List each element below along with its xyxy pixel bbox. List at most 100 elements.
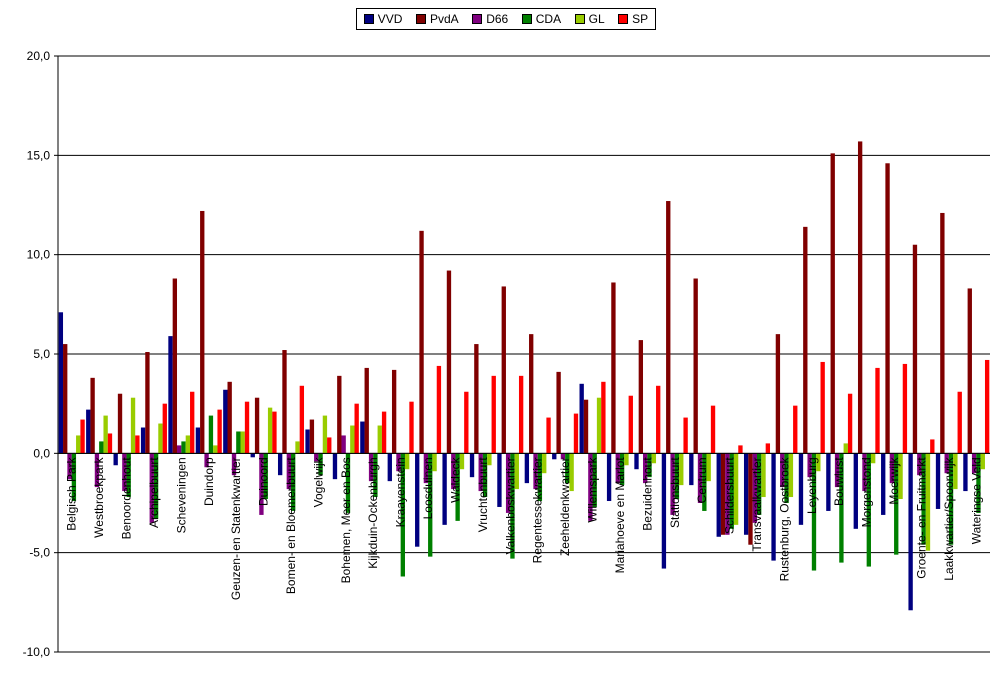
- y-tick-label: 10,0: [27, 248, 51, 262]
- bar-vvd: [469, 453, 475, 478]
- bar-d66: [396, 453, 401, 472]
- bar-gl: [267, 407, 273, 454]
- bar-cda: [565, 453, 570, 484]
- legend-label: CDA: [535, 12, 562, 26]
- bar-sp: [491, 375, 496, 454]
- legend: VVD PvdA D66 CDA GL SP: [356, 8, 656, 30]
- bar-d66: [670, 453, 675, 515]
- legend-label: VVD: [377, 12, 403, 26]
- bar-sp: [930, 439, 935, 454]
- x-tick-label: Scheveningen: [174, 457, 188, 533]
- y-tick-label: 15,0: [27, 148, 51, 162]
- bar-d66: [643, 453, 648, 484]
- bar-cda: [482, 453, 488, 498]
- y-tick-label: 5,0: [33, 347, 50, 361]
- x-tick-label: Bezuidenhout: [640, 457, 654, 531]
- bar-vvd: [113, 453, 118, 466]
- x-tick-label: Leyenburg: [805, 457, 819, 514]
- x-tick-label: Duinoord: [257, 457, 271, 506]
- bar-vvd: [826, 453, 831, 511]
- bar-d66: [94, 453, 100, 488]
- legend-swatch: [574, 14, 585, 24]
- bar-sp: [217, 409, 222, 454]
- legend-item-pvda: PvdA: [415, 12, 459, 26]
- x-tick-label: Mariahoeve en Marlot: [613, 457, 627, 574]
- legend-swatch: [618, 14, 629, 24]
- bar-vvd: [661, 453, 667, 569]
- bar-pvda: [775, 334, 781, 454]
- bar-vvd: [360, 421, 365, 454]
- bar-gl: [542, 453, 547, 474]
- x-tick-label: Geuzen- en Statenkwartier: [229, 457, 243, 600]
- bar-d66: [725, 453, 730, 535]
- x-tick-label: Westbroekpark: [92, 456, 106, 537]
- bar-sp: [518, 375, 524, 454]
- legend-label: GL: [588, 12, 605, 26]
- x-tick-label: Regentessekwartier: [531, 457, 545, 563]
- bar-vvd: [497, 453, 502, 507]
- bar-cda: [729, 453, 734, 529]
- bar-vvd: [415, 453, 420, 547]
- x-tick-label: Transvaalkwartier: [750, 457, 764, 551]
- y-tick-label: -5,0: [29, 546, 50, 560]
- bar-d66: [889, 453, 895, 484]
- y-tick-label: 20,0: [27, 49, 51, 63]
- bar-d66: [917, 453, 922, 476]
- bar-gl: [761, 453, 766, 498]
- x-tick-label: Waldeck: [449, 456, 463, 503]
- bar-d66: [944, 453, 949, 474]
- bar-gl: [158, 423, 163, 454]
- bar-d66: [423, 453, 429, 484]
- legend-swatch: [472, 14, 483, 24]
- bar-pvda: [857, 141, 863, 454]
- bar-sp: [272, 411, 277, 454]
- bar-gl: [295, 441, 300, 454]
- bar-sp: [244, 401, 250, 454]
- legend-label: SP: [632, 12, 649, 26]
- bar-sp: [464, 391, 469, 454]
- bar-d66: [259, 453, 264, 515]
- bar-vvd: [771, 453, 776, 561]
- bar-pvda: [940, 212, 945, 454]
- x-tick-label: Vruchtenbuurt: [476, 457, 490, 533]
- bar-pvda: [391, 369, 397, 454]
- bar-gl: [651, 453, 657, 464]
- x-tick-label: Rustenburg, Oostbroek: [777, 456, 791, 581]
- bar-pvda: [90, 377, 95, 454]
- bar-d66: [478, 453, 483, 492]
- bar-pvda: [720, 453, 726, 535]
- bar-cda: [208, 415, 214, 454]
- bar-gl: [624, 453, 629, 466]
- bar-pvda: [830, 153, 835, 454]
- bar-d66: [177, 445, 182, 454]
- bar-gl: [569, 453, 574, 492]
- bar-pvda: [309, 419, 315, 454]
- x-labels: Belgisch Park Westbroekpark Benoordenhout A…: [65, 456, 984, 600]
- bar-pvda: [337, 375, 342, 454]
- bar-cda: [647, 453, 652, 478]
- bar-sp: [135, 435, 140, 454]
- bar-pvda: [529, 334, 534, 454]
- bar-d66: [615, 453, 620, 484]
- bar-pvda: [446, 270, 452, 454]
- bar-pvda: [556, 371, 561, 454]
- bar-sp: [875, 367, 880, 454]
- bar-vvd: [716, 453, 721, 537]
- bar-pvda: [227, 381, 232, 454]
- bar-vvd: [250, 453, 255, 458]
- legend-swatch: [363, 14, 374, 24]
- bar-cda: [757, 453, 762, 515]
- bar-gl: [459, 453, 465, 470]
- bar-pvda: [145, 352, 150, 454]
- bar-d66: [341, 435, 346, 454]
- x-tick-label: Bomen- en Bloemenbuurt: [284, 457, 298, 594]
- x-tick-label: Kijkduin-Ockenburgh: [366, 457, 380, 568]
- bar-vvd: [168, 336, 173, 454]
- bar-cda: [71, 453, 77, 502]
- bar-cda: [948, 453, 954, 545]
- bar-d66: [505, 453, 511, 513]
- grid: [58, 55, 990, 653]
- bar-sp: [381, 411, 387, 454]
- bar-cda: [318, 453, 323, 476]
- bar-d66: [971, 453, 977, 474]
